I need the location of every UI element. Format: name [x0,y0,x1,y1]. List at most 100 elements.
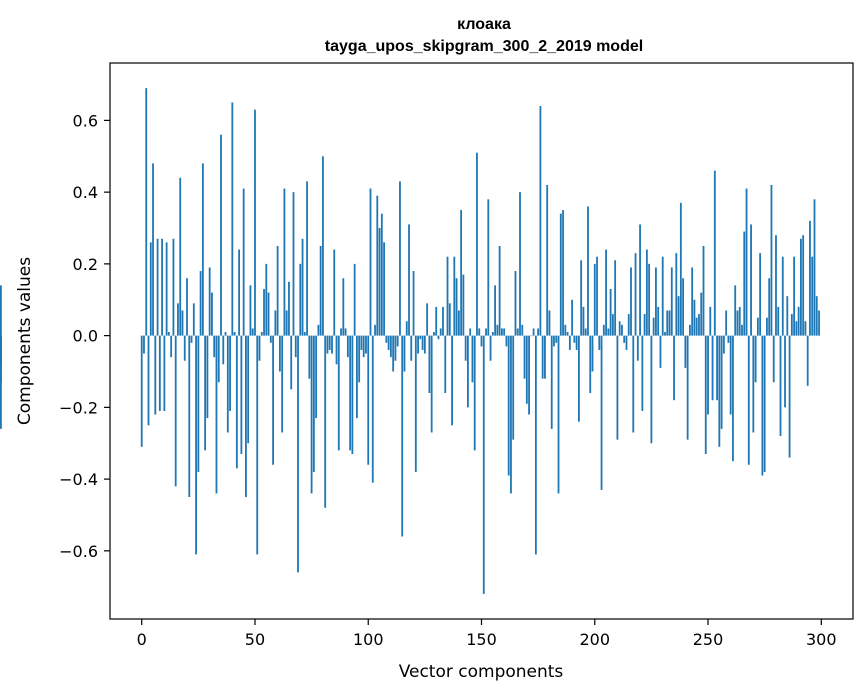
bar-43 [238,249,241,336]
bar-106 [380,213,383,336]
bar-undefined [0,285,2,336]
bar-13 [170,335,173,358]
bar-159 [500,328,503,336]
bar-231 [664,332,666,336]
x-axis: 0 50 100 150 200 250 300 [137,619,837,649]
bar-242 [689,324,691,336]
bar-255 [718,335,721,447]
bar-60 [276,245,279,336]
bar-92 [349,335,352,451]
bar-299 [818,310,820,336]
bar-45 [242,188,245,336]
bar-4 [149,242,152,336]
bar-164 [512,335,515,440]
plot-frame [109,62,854,620]
bar-286 [788,335,791,458]
bar-50 [254,109,256,336]
bar-36 [222,335,225,365]
bar-171 [528,335,530,415]
bar-298 [815,296,818,336]
bar-117 [405,321,408,336]
x-tick-label: 100 [353,630,384,649]
bar-91 [346,335,349,358]
bar-194 [580,260,583,336]
bars-group [0,88,820,594]
bar-275 [763,335,766,472]
bar-245 [695,317,698,336]
bar-262 [734,285,737,336]
bar-94 [353,263,356,336]
bar-192 [575,335,578,350]
bar-232 [666,310,669,336]
bar-250 [707,335,709,415]
bar-276 [766,317,768,336]
bar-71 [301,238,304,336]
bar-7 [156,238,159,336]
bar-125 [423,335,426,354]
bar-28 [204,335,207,451]
bar-59 [274,310,277,336]
bar-107 [383,242,385,336]
x-axis-label: Vector components [399,662,564,682]
bar-142 [462,274,465,336]
bar-162 [507,335,510,476]
bar-16 [177,303,179,336]
bar-130 [435,306,438,336]
bar-64 [285,310,288,336]
bar-118 [408,224,410,336]
bar-208 [611,314,614,336]
bar-62 [281,335,284,433]
bar-214 [625,335,628,350]
bar-57 [269,335,272,343]
bar-259 [727,335,730,343]
bar-290 [797,306,800,336]
bar-10 [163,335,166,411]
bar-109 [387,335,390,350]
bar-223 [645,249,648,336]
bar-76 [312,335,315,472]
bar-189 [568,335,571,350]
bar-185 [559,213,562,336]
bar-251 [709,306,712,336]
bar-261 [732,335,734,462]
bar-202 [598,335,601,350]
bar-168 [521,324,524,336]
bar-undefined [0,335,2,429]
bar-239 [682,278,685,336]
bar-187 [564,324,567,336]
bar-207 [609,288,612,336]
bar-53 [260,332,263,336]
bar-139 [455,278,458,336]
bar-149 [478,328,481,336]
bar-213 [623,335,626,343]
bar-12 [167,332,170,336]
bar-295 [809,220,811,336]
y-tick-label: 0.6 [73,111,98,130]
bar-52 [258,335,261,361]
bar-248 [702,245,705,336]
bar-269 [750,224,752,336]
bar-215 [627,314,630,336]
bar-18 [181,310,184,336]
bar-58 [272,335,274,465]
x-tick-label: 300 [806,630,837,649]
bar-0 [140,335,143,447]
bar-147 [473,335,476,451]
chart-title: клоака [457,16,511,33]
bar-79 [319,245,322,336]
bar-9 [161,238,163,336]
bar-153 [487,199,490,336]
bar-289 [795,321,798,336]
bar-277 [768,278,771,336]
y-tick-label: 0.2 [73,255,98,274]
bar-297 [813,199,816,336]
bar-211 [618,321,621,336]
bar-65 [288,281,290,336]
bar-85 [333,249,336,336]
bar-205 [605,249,607,336]
bar-19 [183,335,186,361]
bar-265 [741,324,743,336]
bar-127 [428,335,431,394]
bar-17 [179,177,182,336]
bar-6 [154,335,157,415]
